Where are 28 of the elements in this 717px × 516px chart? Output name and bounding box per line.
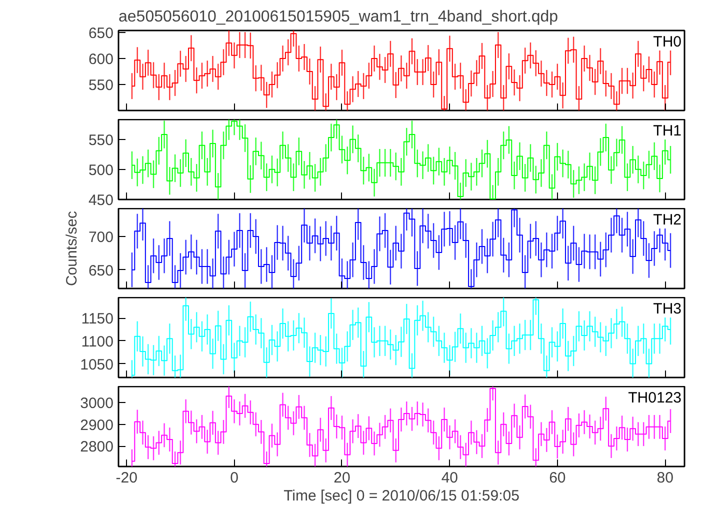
- series-label: TH3: [653, 300, 682, 318]
- x-tick-label: 60: [549, 470, 566, 486]
- y-tick-label: 500: [88, 162, 114, 179]
- y-tick-label: 550: [88, 132, 114, 149]
- y-tick-label: 700: [88, 229, 114, 246]
- y-tick-label: 1100: [81, 333, 114, 350]
- y-tick-label: 1150: [81, 310, 114, 328]
- x-tick-label: -20: [116, 470, 138, 486]
- y-tick-label: 450: [88, 192, 114, 209]
- x-axis-title: Time [sec] 0 = 2010/06/15 01:59:05: [284, 488, 520, 504]
- y-tick-label: 2900: [80, 416, 114, 434]
- series-label: TH2: [653, 212, 682, 228]
- x-tick-label: 80: [656, 470, 674, 486]
- y-tick-label: 550: [88, 77, 114, 94]
- x-tick-label: 20: [334, 470, 350, 486]
- y-tick-label: 2800: [80, 438, 114, 456]
- y-tick-label: 1050: [80, 356, 114, 374]
- x-tick-label: 40: [441, 470, 458, 486]
- chart-title: ae505056010_20100615015905_wam1_trn_4band_short.qdp: [118, 8, 558, 26]
- x-tick-label: 0: [230, 470, 238, 486]
- y-tick-label: 3000: [80, 395, 114, 412]
- y-axis-title: Counts/sec: [63, 210, 80, 286]
- y-tick-label: 600: [88, 51, 114, 68]
- series-label: TH0: [653, 34, 682, 50]
- series-label: TH1: [653, 122, 682, 140]
- y-tick-label: 650: [88, 262, 114, 280]
- y-tick-label: 650: [88, 25, 114, 42]
- series-label: TH0123: [628, 390, 682, 406]
